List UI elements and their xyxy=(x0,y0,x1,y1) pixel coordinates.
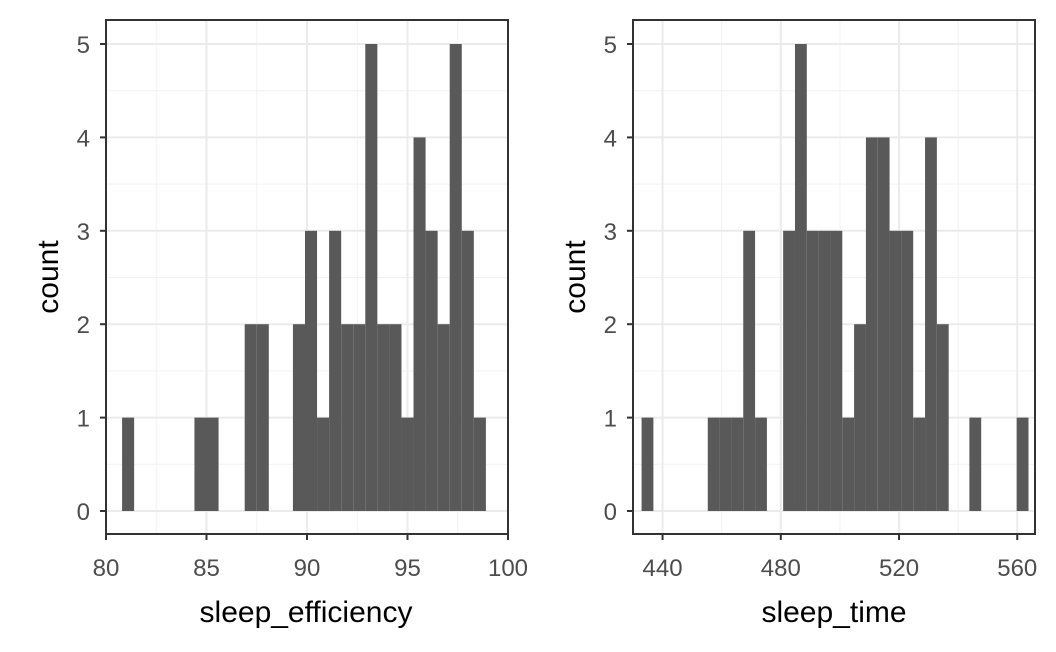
histogram-bar xyxy=(1016,417,1029,511)
histogram-bar xyxy=(641,417,654,511)
histogram-bar xyxy=(244,324,257,511)
sleep-efficiency-histogram: 0 1 2 3 4 5 80 85 90 95 100 sleep_efficiency count xyxy=(32,19,528,629)
x-tick-label: 440 xyxy=(643,555,683,582)
y-tick-label: 3 xyxy=(77,219,90,246)
y-tick-label: 5 xyxy=(77,32,90,59)
x-axis-title: sleep_efficiency xyxy=(200,596,413,629)
histogram-bar xyxy=(304,230,318,512)
x-tick-label: 520 xyxy=(879,555,919,582)
histogram-bar xyxy=(329,230,342,512)
histogram-bar xyxy=(122,417,135,511)
x-tick-label: 90 xyxy=(294,555,321,582)
histogram-bar xyxy=(194,417,207,511)
y-tick-label: 3 xyxy=(604,219,617,246)
y-tick-label: 4 xyxy=(77,125,90,152)
histogram-bar xyxy=(877,137,890,511)
histogram-bar xyxy=(206,417,219,511)
histogram-bar xyxy=(437,324,450,511)
histogram-bar xyxy=(473,417,486,511)
histogram-bar xyxy=(783,230,795,512)
histogram-bar xyxy=(707,417,720,511)
histogram-bar xyxy=(755,417,767,511)
y-axis-title: count xyxy=(559,240,592,314)
histogram-bar xyxy=(969,417,982,511)
histogram-bar xyxy=(913,417,926,511)
histogram-bar xyxy=(731,417,744,511)
x-tick-label: 80 xyxy=(93,555,120,582)
y-tick-label: 0 xyxy=(77,499,90,526)
x-axis-title: sleep_time xyxy=(761,596,906,629)
histogram-bar xyxy=(865,137,878,511)
histogram-bar xyxy=(401,417,414,511)
histogram-bar xyxy=(317,417,330,511)
histogram-bar xyxy=(806,230,819,512)
histogram-bar xyxy=(341,324,354,511)
histogram-bar xyxy=(292,324,305,511)
histogram-bar xyxy=(413,137,426,511)
y-tick-label: 2 xyxy=(77,312,90,339)
histogram-bar xyxy=(256,324,269,511)
histogram-bar xyxy=(830,230,843,512)
y-axis-title: count xyxy=(32,240,65,314)
histogram-bar xyxy=(794,44,807,511)
histogram-bar xyxy=(842,417,855,511)
x-tick-label: 100 xyxy=(488,555,528,582)
x-tick-label: 85 xyxy=(193,555,220,582)
sleep-time-histogram: 0 1 2 3 4 5 440 480 520 560 sleep_time count xyxy=(559,19,1037,629)
y-tick-label: 2 xyxy=(604,312,617,339)
histogram-bar xyxy=(818,230,831,512)
histogram-bar xyxy=(353,324,366,511)
histogram-bar xyxy=(389,324,402,511)
histogram-bar xyxy=(425,230,438,512)
histogram-bar xyxy=(889,230,902,512)
histogram-bar xyxy=(719,417,732,511)
histogram-bar xyxy=(365,44,378,511)
histogram-bar xyxy=(449,44,462,511)
panel-border xyxy=(632,19,1036,535)
y-tick-label: 0 xyxy=(604,499,617,526)
y-tick-label: 1 xyxy=(77,406,90,433)
histogram-bar xyxy=(461,230,474,512)
histogram-bar xyxy=(743,230,756,512)
y-tick-label: 1 xyxy=(604,406,617,433)
histogram-bar xyxy=(901,230,914,512)
y-tick-label: 4 xyxy=(604,125,617,152)
x-tick-label: 560 xyxy=(997,555,1037,582)
y-tick-label: 5 xyxy=(604,32,617,59)
histogram-bar xyxy=(854,324,866,511)
histogram-bar xyxy=(377,324,390,511)
x-tick-label: 95 xyxy=(394,555,421,582)
histogram-bar xyxy=(925,137,937,511)
x-tick-label: 480 xyxy=(761,555,801,582)
histogram-bar xyxy=(936,324,949,511)
